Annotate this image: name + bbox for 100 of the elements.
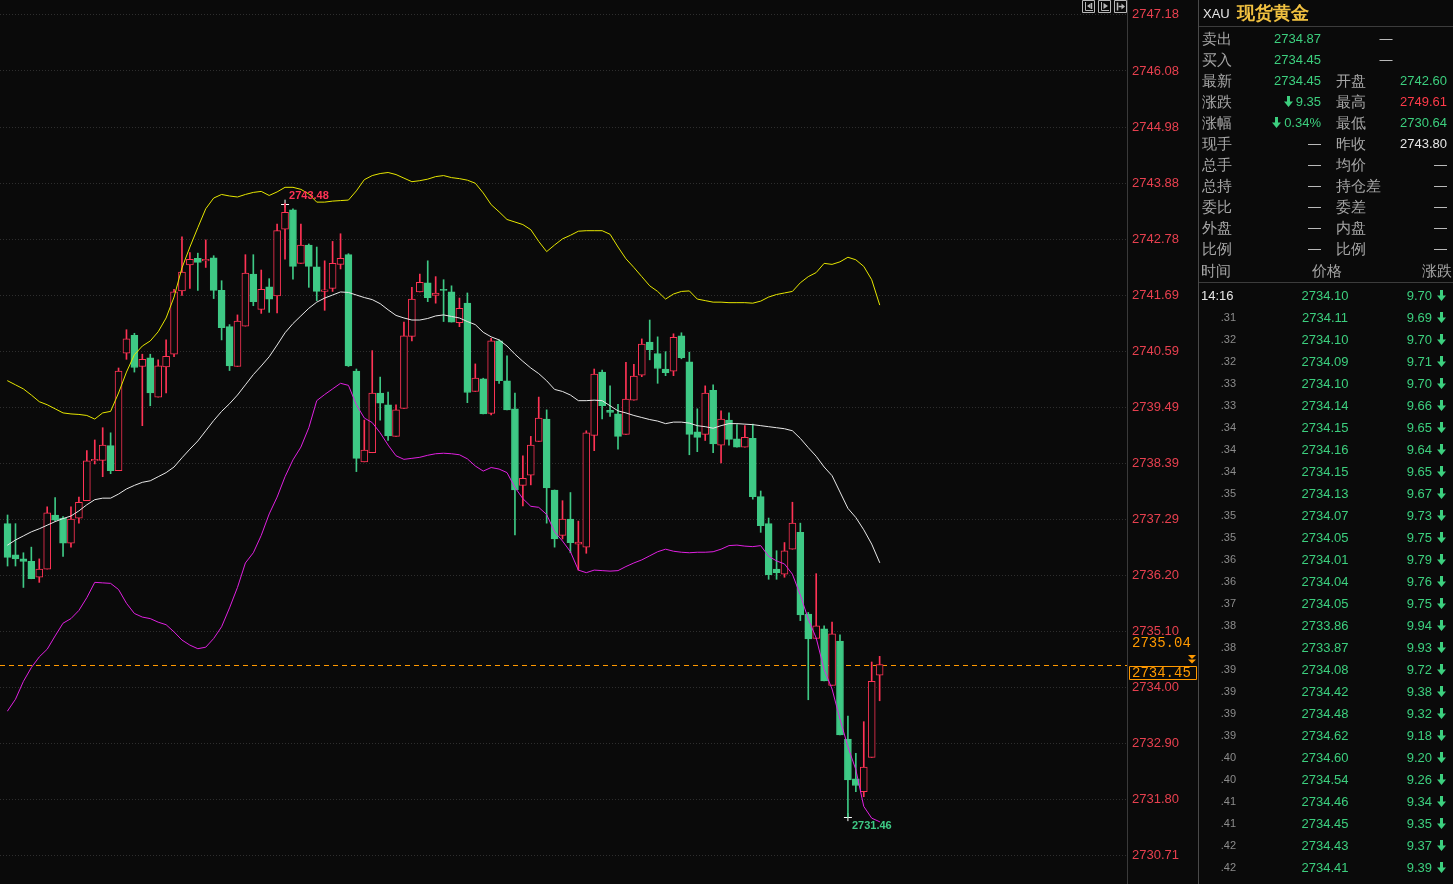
text: 2734.87 — [1274, 30, 1321, 46]
text: 9.35 — [1406, 815, 1432, 831]
text: 比例 — [1202, 239, 1232, 257]
text: — — [1308, 135, 1321, 151]
text: 9.64 — [1406, 441, 1432, 457]
text: — — [1379, 51, 1393, 67]
text: 9.93 — [1406, 639, 1432, 655]
text: 2734.48 — [1301, 705, 1349, 721]
text: 2734.41 — [1301, 859, 1349, 875]
y-tick-label: 2740.59 — [1132, 342, 1179, 358]
text: 总持 — [1202, 176, 1232, 194]
text: 2734.16 — [1301, 441, 1349, 457]
text: 现手 — [1202, 134, 1232, 152]
y-tick-label: 2736.20 — [1132, 566, 1179, 582]
text: 9.76 — [1406, 573, 1432, 589]
text: 9.94 — [1406, 617, 1432, 633]
text: — — [1308, 177, 1321, 193]
text: 2734.60 — [1301, 749, 1349, 765]
y-tick-label: 2738.39 — [1132, 455, 1179, 471]
text: 外盘 — [1202, 218, 1232, 236]
text: 委比 — [1202, 197, 1232, 215]
y-tick-label: 2741.69 — [1132, 286, 1179, 302]
text: 9.66 — [1406, 397, 1432, 413]
text: 2734.10 — [1301, 331, 1349, 347]
text: — — [1308, 240, 1321, 256]
text: 2734.09 — [1301, 353, 1349, 369]
text: 2734.04 — [1301, 573, 1349, 589]
text: .40 — [1220, 772, 1236, 785]
text: 2734.14 — [1301, 397, 1349, 413]
text: .39 — [1220, 684, 1236, 697]
text: 9.32 — [1406, 705, 1432, 721]
text: — — [1308, 198, 1321, 214]
text: .42 — [1220, 838, 1236, 851]
text: 9.34 — [1406, 793, 1432, 809]
text: — — [1379, 30, 1393, 46]
text: 2743.80 — [1400, 135, 1447, 151]
text: 2733.87 — [1301, 639, 1349, 655]
y-tick-label: 2742.78 — [1132, 230, 1179, 246]
text: 0.34% — [1284, 114, 1321, 130]
y-tick-label: 2747.18 — [1132, 6, 1179, 22]
text: 9.69 — [1406, 309, 1432, 325]
text: 2734.42 — [1301, 683, 1349, 699]
y-tick-label: 2746.08 — [1132, 62, 1179, 78]
text: 开盘 — [1336, 71, 1366, 89]
text: 涨跌 — [1202, 92, 1232, 110]
text: 2734.45 — [1301, 815, 1349, 831]
text: 均价 — [1336, 155, 1366, 173]
text: 2734.08 — [1301, 661, 1349, 677]
text: .41 — [1220, 794, 1236, 807]
text: 2734.07 — [1301, 507, 1349, 523]
y-tick-label: 2730.71 — [1132, 847, 1179, 862]
text: 2734.15 — [1301, 463, 1349, 479]
text: .40 — [1220, 750, 1236, 763]
text: 卖出 — [1202, 29, 1232, 47]
text: 2734.11 — [1301, 309, 1349, 325]
y-tick-label: 2734.00 — [1132, 679, 1179, 695]
text: .33 — [1220, 398, 1236, 411]
text: 14:16 — [1201, 287, 1234, 303]
text: .36 — [1220, 574, 1236, 587]
text: 9.75 — [1406, 529, 1432, 545]
text: 9.79 — [1406, 551, 1432, 567]
text: .39 — [1220, 706, 1236, 719]
text: 9.70 — [1406, 375, 1432, 391]
text: 2742.60 — [1400, 72, 1447, 88]
text: .31 — [1220, 310, 1236, 323]
text: 最低 — [1336, 113, 1366, 131]
text: 内盘 — [1336, 218, 1366, 236]
text: 买入 — [1202, 50, 1232, 68]
text: 9.18 — [1406, 727, 1432, 743]
text: 2734.46 — [1301, 793, 1349, 809]
text: .39 — [1220, 662, 1236, 675]
text: 9.35 — [1295, 93, 1321, 109]
text: .36 — [1220, 552, 1236, 565]
text: 总手 — [1202, 155, 1232, 173]
text: 2734.54 — [1301, 771, 1349, 787]
text: 涨跌 — [1422, 261, 1452, 279]
text: — — [1434, 219, 1447, 235]
text: 委差 — [1336, 197, 1366, 215]
text: 现货黄金 — [1237, 3, 1309, 23]
text: .39 — [1220, 728, 1236, 741]
text: — — [1308, 156, 1321, 172]
text: 9.75 — [1406, 595, 1432, 611]
y-tick-label: 2744.98 — [1132, 118, 1179, 134]
text: 2730.64 — [1400, 114, 1447, 130]
text: 2734.10 — [1301, 375, 1349, 391]
y-tick-label: 2737.29 — [1132, 511, 1179, 527]
y-tick-label: 2731.80 — [1132, 791, 1179, 807]
text: .35 — [1220, 486, 1236, 499]
text: 2734.05 — [1301, 595, 1349, 611]
text: 9.39 — [1406, 859, 1432, 875]
text: 2734.05 — [1301, 529, 1349, 545]
text: 比例 — [1336, 239, 1366, 257]
text: 涨幅 — [1202, 113, 1232, 131]
text: 2749.61 — [1400, 93, 1447, 109]
text: 9.65 — [1406, 419, 1432, 435]
text: .32 — [1220, 354, 1236, 367]
text: 2734.43 — [1301, 837, 1349, 853]
text: 2734.15 — [1301, 419, 1349, 435]
text: 9.73 — [1406, 507, 1432, 523]
text: 9.37 — [1406, 837, 1432, 853]
